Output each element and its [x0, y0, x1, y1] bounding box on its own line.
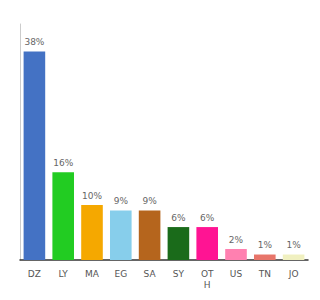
svg-text:1%: 1%	[286, 240, 301, 250]
svg-text:SY: SY	[173, 269, 185, 279]
svg-text:10%: 10%	[82, 191, 102, 201]
svg-text:US: US	[230, 269, 243, 279]
svg-text:OT: OT	[201, 269, 214, 279]
svg-text:16%: 16%	[53, 158, 73, 168]
svg-text:2%: 2%	[229, 235, 244, 245]
svg-text:9%: 9%	[114, 196, 129, 206]
svg-text:38%: 38%	[24, 37, 44, 47]
svg-text:1%: 1%	[258, 240, 273, 250]
svg-text:6%: 6%	[200, 213, 215, 223]
svg-text:H: H	[204, 280, 211, 290]
svg-text:LY: LY	[59, 269, 69, 279]
svg-text:TN: TN	[258, 269, 271, 279]
svg-text:JO: JO	[288, 269, 299, 279]
svg-text:SA: SA	[144, 269, 157, 279]
svg-text:EG: EG	[114, 269, 127, 279]
svg-text:9%: 9%	[142, 196, 157, 206]
svg-text:MA: MA	[85, 269, 100, 279]
svg-text:6%: 6%	[171, 213, 186, 223]
svg-text:DZ: DZ	[28, 269, 41, 279]
